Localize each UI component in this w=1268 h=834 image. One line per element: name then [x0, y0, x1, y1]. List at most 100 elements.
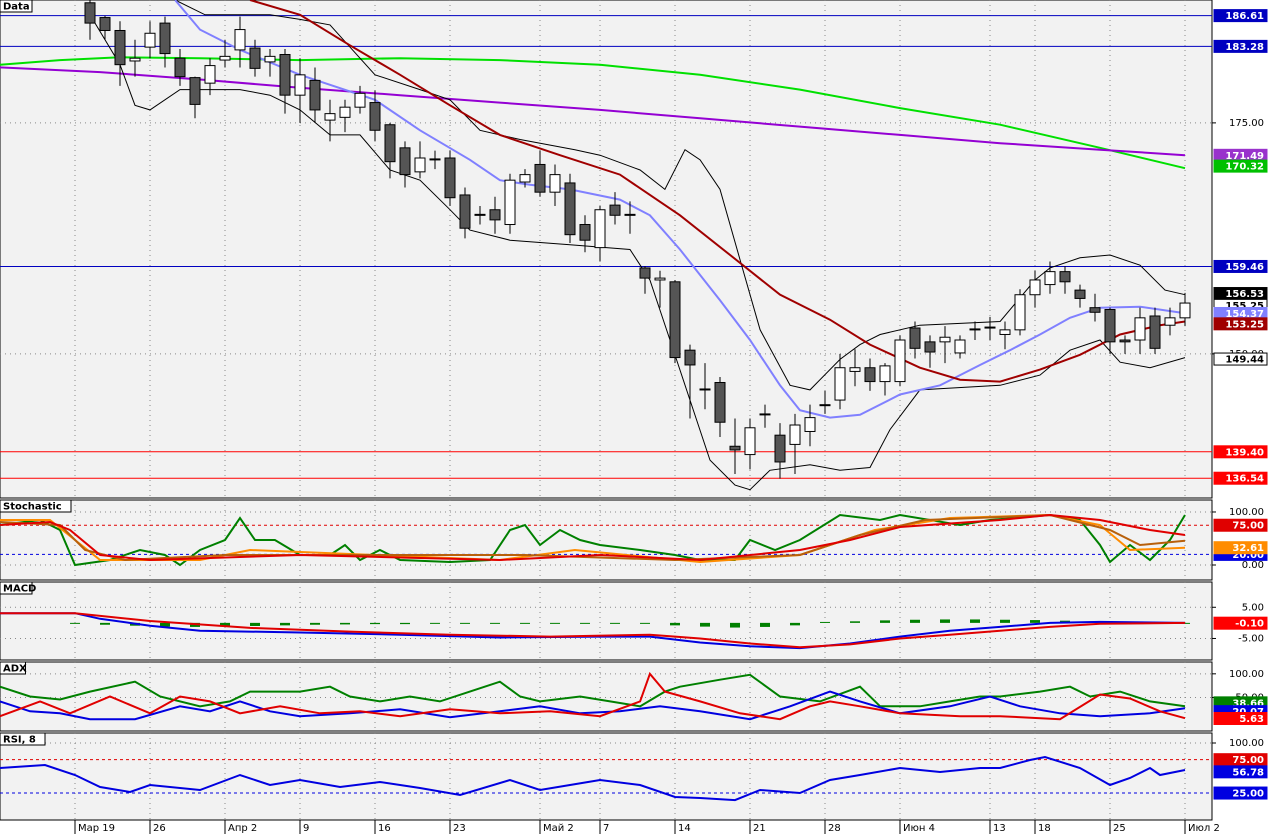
candle-body	[1164, 317, 1176, 326]
panel-title: Data	[3, 2, 30, 13]
candle-body	[894, 339, 906, 383]
panel-title: RSI, 8	[3, 735, 36, 746]
value-label-box	[1213, 159, 1268, 173]
level-label-box	[1213, 786, 1268, 800]
candle-body	[579, 224, 591, 241]
histogram-bar	[400, 622, 410, 625]
value-label: 56.78	[1232, 767, 1264, 778]
candle-body	[384, 124, 396, 163]
level-label: 75.00	[1232, 755, 1264, 766]
x-tick-label: 18	[1038, 823, 1051, 834]
histogram-bar	[70, 622, 80, 624]
candle-body	[609, 204, 621, 216]
x-tick-label: 7	[603, 823, 609, 834]
x-tick-label: Апр 2	[228, 823, 257, 834]
histogram-bar	[160, 622, 170, 627]
candle-body	[84, 2, 96, 24]
series-line	[174, 0, 1186, 419]
candle-body	[234, 29, 246, 51]
date-axis	[0, 820, 1212, 834]
histogram-bar	[790, 622, 800, 626]
value-label: 32.61	[1232, 543, 1264, 554]
candle-body	[549, 174, 561, 193]
candle-body	[1119, 339, 1131, 343]
candle-body	[864, 367, 876, 383]
histogram-bar	[640, 622, 650, 624]
candle-body	[969, 328, 981, 331]
candle-body	[1104, 309, 1116, 343]
candle-body	[489, 209, 501, 221]
candle-body	[129, 57, 141, 62]
panel	[0, 0, 1213, 499]
value-label: 170.32	[1225, 162, 1264, 173]
histogram-bar	[850, 621, 860, 623]
panel	[0, 499, 1213, 581]
plot-area	[0, 0, 1212, 498]
level-label-box	[1213, 259, 1268, 273]
y-tick-label: 5.00	[1242, 602, 1264, 613]
candle-body	[339, 106, 351, 118]
candle-body	[279, 54, 291, 96]
x-tick-label: 16	[378, 823, 391, 834]
level-label-box	[1213, 39, 1268, 53]
histogram-bar	[370, 622, 380, 625]
value-label: 154.37	[1225, 309, 1264, 320]
histogram-bar	[1030, 620, 1040, 623]
value-label-box	[1213, 317, 1268, 331]
level-label: 183.28	[1225, 42, 1264, 53]
level-label: 139.40	[1225, 447, 1264, 458]
candle-body	[999, 329, 1011, 335]
candle-body	[804, 417, 816, 432]
candle-body	[114, 29, 126, 66]
series-line	[0, 671, 1186, 721]
candle-body	[414, 157, 426, 173]
candle-body	[1044, 271, 1056, 286]
x-tick-label: Июл 2	[1188, 823, 1220, 834]
panel-title-box	[0, 0, 33, 13]
histogram-bar	[610, 622, 620, 624]
candle-body	[714, 382, 726, 423]
histogram-bar	[670, 622, 680, 626]
candle-body	[849, 367, 861, 372]
candle-body	[99, 17, 111, 31]
axis-area	[1212, 0, 1268, 834]
candle-body	[429, 158, 441, 161]
candle-body	[1029, 279, 1041, 296]
y-tick-label: 0.00	[1242, 560, 1264, 571]
value-label-box	[1213, 616, 1268, 630]
candle-body	[639, 267, 651, 279]
histogram-bar	[700, 622, 710, 627]
histogram-bar	[970, 619, 980, 623]
candle-body	[519, 174, 531, 183]
candle-body	[504, 179, 516, 226]
y-tick-label: 100.00	[1229, 507, 1264, 518]
y-tick-label: 175.00	[1229, 118, 1264, 129]
candle-body	[174, 57, 186, 78]
value-label: 155.25	[1225, 301, 1264, 312]
candle-body	[909, 327, 921, 349]
x-tick-label: 14	[678, 823, 691, 834]
level-label-box	[1213, 518, 1268, 532]
candle-body	[1059, 271, 1071, 283]
x-tick-label: 23	[453, 823, 466, 834]
candle-body	[1149, 315, 1161, 349]
value-label: 171.49	[1225, 151, 1264, 162]
x-tick-label: Июн 4	[903, 823, 935, 834]
panel-title-box	[0, 499, 72, 513]
candle-body	[1074, 289, 1086, 299]
value-label-box	[1213, 765, 1268, 779]
candle-body	[834, 367, 846, 401]
candle-body	[984, 326, 996, 329]
series-line	[0, 612, 1186, 649]
plot-area	[0, 500, 1212, 580]
candle-body	[219, 55, 231, 61]
x-tick-label: Мар 19	[78, 823, 115, 834]
series-line	[0, 755, 1186, 802]
candle-body	[189, 77, 201, 105]
panel-title: ADX	[3, 664, 27, 675]
candle-body	[729, 445, 741, 451]
histogram-bar	[880, 620, 890, 623]
candle-body	[954, 339, 966, 354]
histogram-bar	[760, 622, 770, 627]
candle-body	[354, 92, 366, 108]
